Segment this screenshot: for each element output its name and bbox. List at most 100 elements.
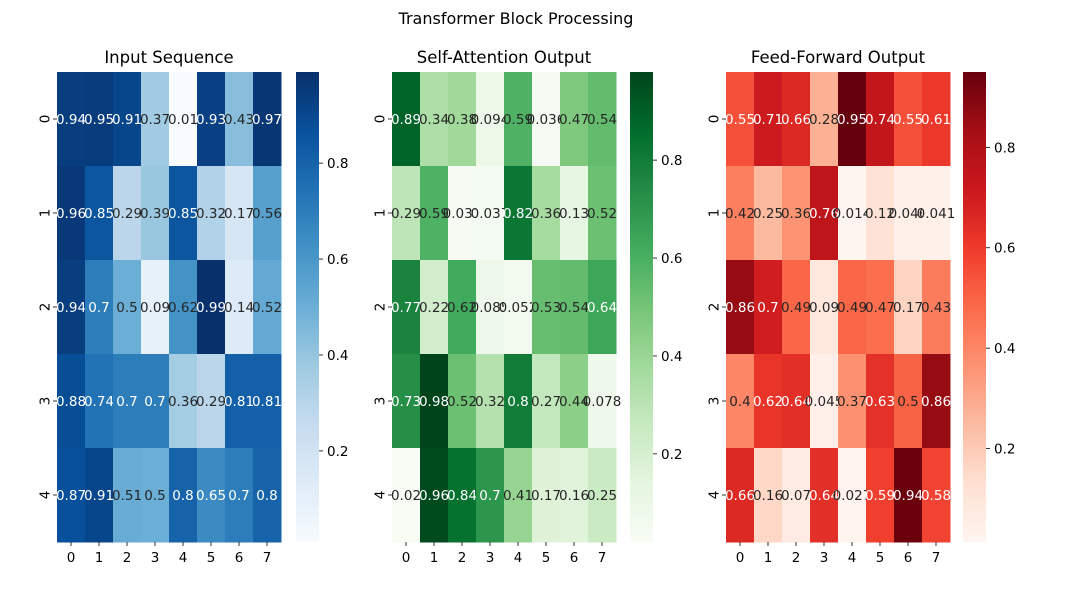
heatmap-cell: [113, 166, 142, 261]
cell-label: 0.078: [583, 394, 622, 410]
cell-label: 0.86: [921, 394, 951, 410]
heatmap-cell: [476, 166, 505, 261]
cell-label: 0.4: [729, 394, 750, 410]
cell-label: 0.17: [893, 300, 923, 316]
heatmap-cell: [225, 260, 254, 355]
cell-label: 0.16: [753, 488, 783, 504]
heatmap-cell: [866, 448, 895, 543]
cell-label: 0.66: [781, 112, 811, 128]
cell-label: 0.17: [224, 206, 254, 222]
cell-label: 0.32: [196, 206, 226, 222]
cell-label: 0.37: [140, 112, 170, 128]
heatmap-cell: [532, 260, 561, 355]
cell-label: 0.71: [753, 112, 783, 128]
cell-label: 0.56: [252, 206, 282, 222]
cell-label: 0.51: [112, 488, 142, 504]
heatmap-cell: [113, 448, 142, 543]
heatmap-cell: [448, 72, 477, 167]
heatmap-cell: [894, 166, 923, 261]
heatmap-cell: [197, 72, 226, 167]
heatmap-panel: Input Sequence0.940.950.910.370.010.930.…: [38, 48, 349, 566]
cell-label: 0.93: [196, 112, 226, 128]
cell-label: 0.5: [116, 300, 137, 316]
cell-label: 0.046: [889, 206, 928, 222]
heatmap-cell: [392, 354, 421, 449]
y-tick-label: 2: [38, 303, 54, 312]
heatmap-cell: [560, 166, 589, 261]
cell-label: 0.14: [224, 300, 254, 316]
cell-label: 0.42: [725, 206, 755, 222]
heatmap-cell: [169, 166, 198, 261]
colorbar: [630, 72, 653, 542]
x-tick-label: 3: [486, 550, 495, 566]
heatmap-cell: [754, 354, 783, 449]
cell-label: 0.55: [725, 112, 755, 128]
cell-label: 0.036: [527, 112, 566, 128]
heatmap-cell: [225, 166, 254, 261]
colorbar-tick-label: 0.4: [661, 349, 682, 365]
heatmap-cell: [197, 260, 226, 355]
x-tick-label: 4: [179, 550, 188, 566]
cell-label: 0.62: [753, 394, 783, 410]
heatmap-cell: [782, 166, 811, 261]
colorbar: [296, 72, 319, 542]
heatmap-cell: [113, 354, 142, 449]
heatmap-cell: [838, 166, 867, 261]
heatmap-cell: [866, 166, 895, 261]
y-tick-label: 1: [38, 209, 54, 218]
cell-label: 0.8: [172, 488, 193, 504]
cell-label: 0.82: [503, 206, 533, 222]
heatmap-cell: [726, 166, 755, 261]
heatmap-cell: [588, 166, 617, 261]
colorbar: [963, 72, 986, 542]
cell-label: 0.98: [419, 394, 449, 410]
cell-label: 0.085: [471, 300, 510, 316]
cell-label: 0.59: [419, 206, 449, 222]
heatmap-cell: [754, 448, 783, 543]
cell-label: 0.77: [391, 300, 421, 316]
heatmap-cell: [810, 72, 839, 167]
heatmap-cell: [922, 72, 951, 167]
heatmap-cell: [392, 448, 421, 543]
y-tick-label: 0: [373, 115, 389, 124]
heatmap-cell: [532, 166, 561, 261]
y-tick-label: 3: [38, 397, 54, 406]
cell-label: 0.95: [84, 112, 114, 128]
heatmap-cell: [754, 260, 783, 355]
heatmap-cell: [894, 354, 923, 449]
heatmap-cell: [169, 448, 198, 543]
heatmap-panel: Self-Attention Output0.890.340.380.0940.…: [373, 48, 683, 566]
heatmap-cell: [866, 354, 895, 449]
cell-label: 0.8: [256, 488, 277, 504]
cell-label: 0.47: [865, 300, 895, 316]
colorbar-tick-label: 0.6: [661, 251, 682, 267]
cell-label: 0.89: [391, 112, 421, 128]
cell-label: 0.12: [865, 206, 895, 222]
x-tick-label: 2: [458, 550, 467, 566]
colorbar-tick-label: 0.6: [327, 252, 348, 268]
x-tick-label: 1: [95, 550, 104, 566]
y-tick-label: 0: [707, 115, 723, 124]
cell-label: 0.49: [837, 300, 867, 316]
colorbar-tick-label: 0.2: [327, 444, 348, 460]
heatmap-cell: [85, 72, 114, 167]
y-tick-label: 4: [373, 491, 389, 500]
cell-label: 0.87: [56, 488, 86, 504]
x-tick-label: 0: [736, 550, 745, 566]
x-tick-label: 3: [820, 550, 829, 566]
cell-label: 0.85: [168, 206, 198, 222]
cell-label: 0.52: [252, 300, 282, 316]
cell-label: 0.7: [144, 394, 165, 410]
cell-label: 0.29: [196, 394, 226, 410]
heatmap-cell: [838, 72, 867, 167]
cell-label: 0.41: [503, 488, 533, 504]
heatmap-cell: [57, 448, 86, 543]
heatmap-cell: [57, 354, 86, 449]
cell-label: 0.94: [56, 112, 86, 128]
x-tick-label: 0: [402, 550, 411, 566]
heatmap-cell: [588, 354, 617, 449]
y-tick-label: 3: [373, 397, 389, 406]
cell-label: 0.34: [419, 112, 449, 128]
cell-label: 0.36: [781, 206, 811, 222]
cell-label: 0.38: [447, 112, 477, 128]
